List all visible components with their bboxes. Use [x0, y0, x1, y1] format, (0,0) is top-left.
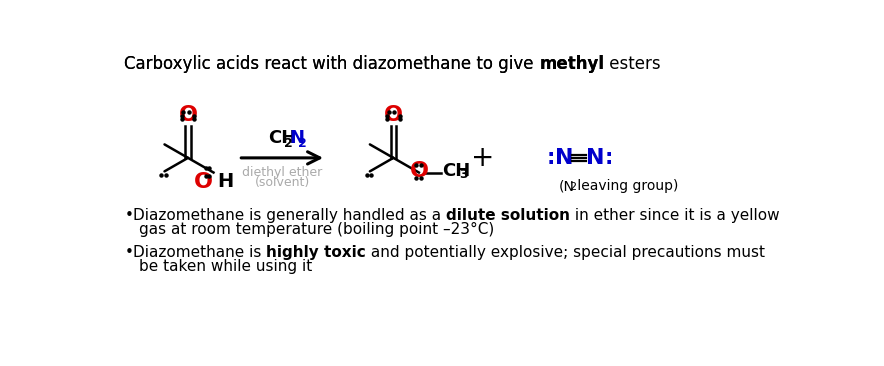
Text: :: :: [546, 148, 555, 168]
Text: Carboxylic acids react with diazomethane to give: Carboxylic acids react with diazomethane…: [125, 56, 539, 74]
Text: esters: esters: [604, 56, 661, 74]
Text: •: •: [125, 208, 133, 223]
Text: and potentially explosive; special precautions must: and potentially explosive; special preca…: [366, 245, 765, 260]
Text: N: N: [586, 148, 605, 168]
Text: leaving group): leaving group): [573, 179, 679, 194]
Text: in ether since it is a yellow: in ether since it is a yellow: [570, 208, 780, 223]
Text: methyl: methyl: [539, 56, 604, 74]
Text: O: O: [194, 172, 213, 192]
Text: 2: 2: [569, 182, 576, 192]
Text: methyl: methyl: [539, 56, 604, 74]
Text: gas at room temperature (boiling point –23°C): gas at room temperature (boiling point –…: [139, 222, 494, 237]
Text: N: N: [289, 129, 304, 147]
Text: CH: CH: [442, 162, 470, 180]
Text: H: H: [217, 172, 233, 191]
Text: 2: 2: [298, 137, 307, 150]
Text: 3: 3: [459, 168, 468, 180]
Text: CH: CH: [268, 129, 296, 147]
Text: Diazomethane is generally handled as a: Diazomethane is generally handled as a: [133, 208, 446, 223]
Text: 2: 2: [285, 137, 293, 150]
Text: :: :: [605, 148, 613, 168]
Text: O: O: [409, 161, 429, 181]
Text: diethyl ether: diethyl ether: [242, 165, 323, 179]
Text: dilute solution: dilute solution: [446, 208, 570, 223]
Text: •: •: [125, 245, 133, 260]
Text: O: O: [384, 105, 403, 125]
Text: Carboxylic acids react with diazomethane to give: Carboxylic acids react with diazomethane…: [125, 56, 539, 74]
Text: (N: (N: [559, 179, 575, 194]
Text: Diazomethane is: Diazomethane is: [133, 245, 266, 260]
Text: O: O: [179, 105, 197, 125]
Text: be taken while using it: be taken while using it: [139, 259, 312, 274]
Text: N: N: [554, 148, 573, 168]
Text: (solvent): (solvent): [255, 176, 309, 188]
Text: +: +: [471, 144, 494, 172]
Text: highly toxic: highly toxic: [266, 245, 366, 260]
